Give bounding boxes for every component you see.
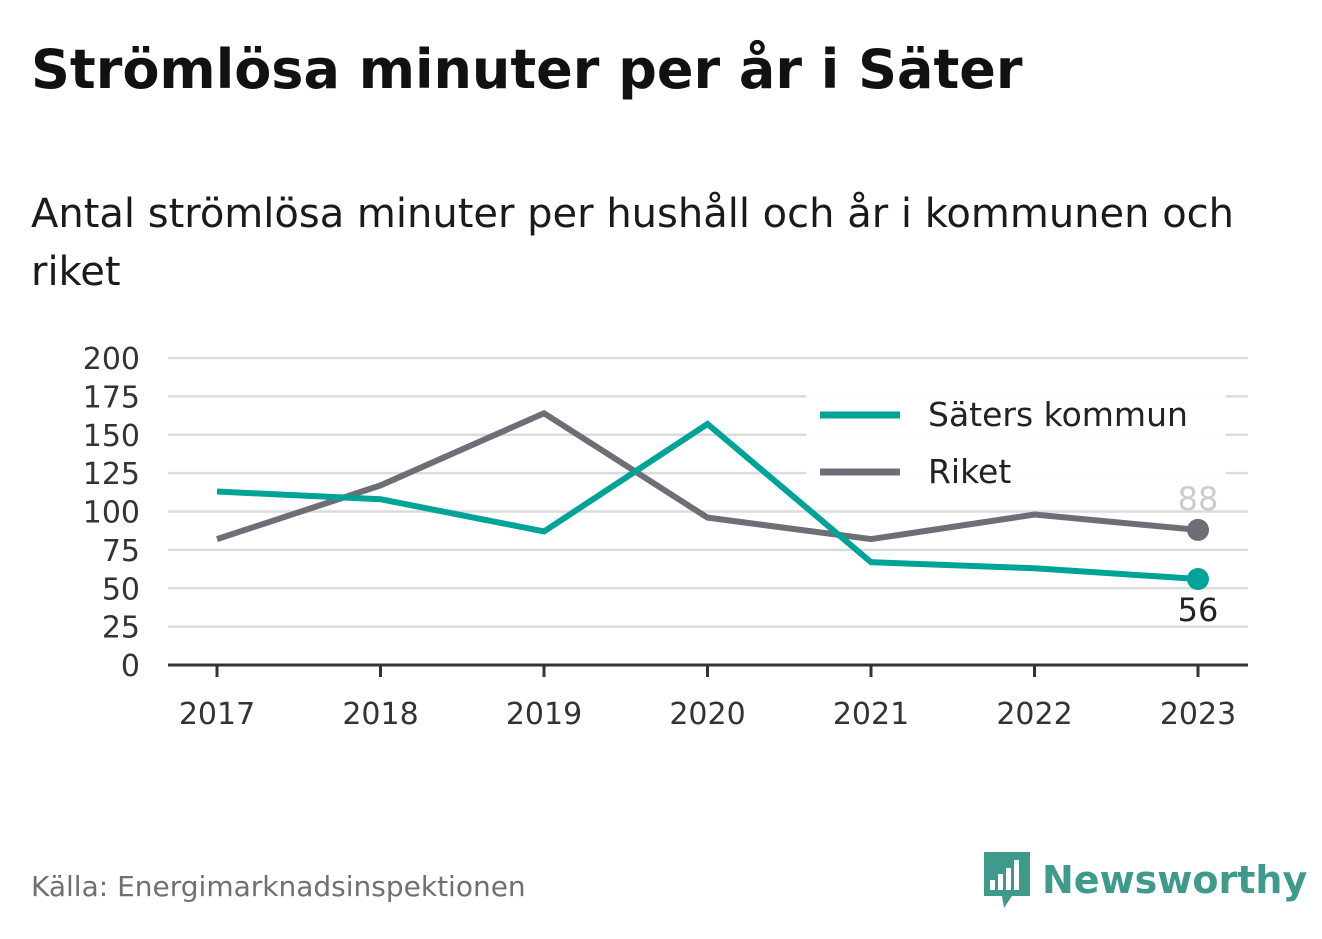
x-tick-label: 2019	[506, 697, 582, 732]
chart-title: Strömlösa minuter per år i Säter	[31, 38, 1023, 101]
y-tick-label: 75	[102, 534, 140, 569]
legend-label: Säters kommun	[928, 395, 1188, 434]
end-point-marker	[1187, 518, 1209, 541]
brand-logo: Newsworthy	[982, 850, 1307, 910]
x-tick-label: 2018	[342, 697, 418, 732]
chart-subtitle: Antal strömlösa minuter per hushåll och …	[31, 191, 1235, 295]
x-tick-label: 2021	[833, 697, 909, 732]
y-tick-label: 150	[83, 419, 140, 454]
legend-label: Riket	[928, 452, 1011, 491]
newsworthy-logo-icon	[984, 852, 1030, 908]
x-tick-label: 2020	[669, 697, 745, 732]
y-tick-label: 0	[121, 649, 140, 684]
legend-box	[806, 388, 1226, 500]
y-tick-label: 50	[102, 572, 140, 607]
y-tick-label: 200	[83, 342, 140, 377]
series-line-riket	[216, 409, 1199, 543]
end-point-marker	[1187, 568, 1209, 591]
source-note: Källa: Energimarknadsinspektionen	[31, 870, 526, 903]
x-tick-label: 2017	[179, 697, 255, 732]
end-value-label: 56	[1178, 591, 1219, 629]
y-tick-label: 125	[83, 457, 140, 492]
end-value-label: 88	[1178, 480, 1219, 518]
brand-name: Newsworthy	[1042, 858, 1308, 902]
series-line-saters-kommun	[216, 420, 1199, 583]
y-tick-label: 100	[83, 496, 140, 531]
x-tick-label: 2023	[1160, 697, 1236, 732]
x-tick-label: 2022	[996, 697, 1072, 732]
y-tick-label: 175	[83, 380, 140, 415]
y-tick-label: 25	[102, 611, 140, 646]
